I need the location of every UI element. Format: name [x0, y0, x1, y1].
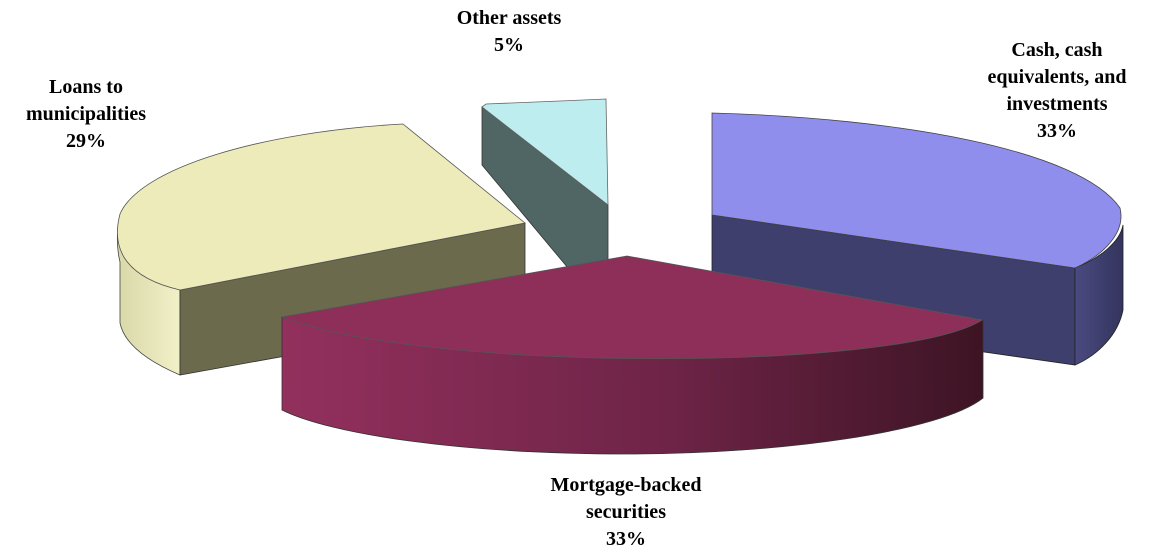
- label-mbs-percent: 33%: [606, 528, 646, 550]
- label-loans-to-municipalities: Loans to municipalities 29%: [26, 76, 146, 152]
- slice-cash-rim: [1074, 224, 1124, 366]
- label-cash-line-3: investments: [1006, 93, 1107, 115]
- slice-loans-top: [117, 123, 526, 291]
- label-other-assets-line-1: Other assets: [457, 7, 562, 29]
- slice-cash: [711, 112, 1124, 366]
- label-mbs-line-2: securities: [586, 501, 666, 523]
- label-loans-percent: 29%: [66, 130, 106, 152]
- slice-other-assets: [481, 98, 609, 269]
- slice-other-assets-top: [481, 98, 609, 206]
- label-loans-line-2: municipalities: [26, 103, 146, 125]
- label-cash-line-2: equivalents, and: [988, 66, 1127, 88]
- slice-loans-to-municipalities: [116, 123, 526, 376]
- label-cash-line-1: Cash, cash: [1011, 39, 1102, 61]
- label-cash-percent: 33%: [1037, 120, 1077, 142]
- slice-mbs-top: [280, 255, 984, 360]
- slice-mortgage-backed-securities: [280, 255, 984, 455]
- label-other-assets: Other assets 5%: [457, 7, 562, 56]
- label-cash: Cash, cash equivalents, and investments …: [988, 39, 1127, 142]
- label-mortgage-backed-securities: Mortgage-backed securities 33%: [550, 474, 701, 550]
- slice-cash-top: [711, 112, 1122, 269]
- label-loans-line-1: Loans to: [49, 76, 123, 98]
- label-other-assets-percent: 5%: [494, 34, 524, 56]
- label-mbs-line-1: Mortgage-backed: [550, 474, 701, 496]
